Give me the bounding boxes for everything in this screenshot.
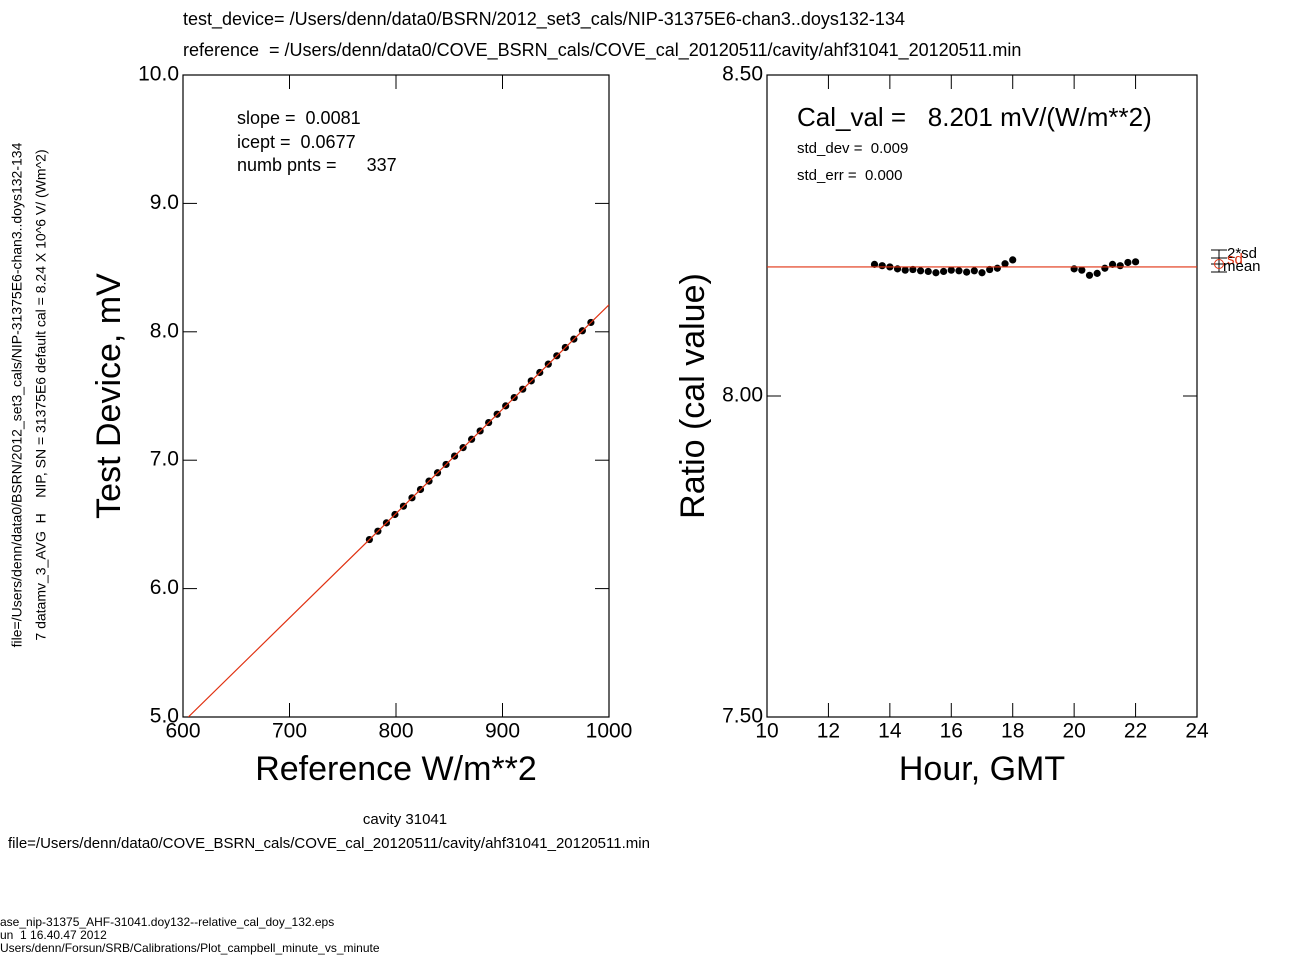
point — [932, 269, 940, 277]
point — [878, 262, 886, 270]
footer-line: un 1 16.40.47 2012 — [0, 928, 107, 942]
mean-glyph — [1214, 259, 1224, 269]
annotation: std_dev = 0.009 — [797, 140, 908, 157]
point — [1078, 266, 1086, 274]
annotation: std_err = 0.000 — [797, 167, 902, 184]
y-axis-title: Ratio (cal value) — [674, 273, 712, 519]
x-tick-label: 16 — [940, 720, 963, 743]
point — [1085, 271, 1094, 279]
marker-label: mean — [1223, 258, 1261, 275]
y-tick-label: 8.00 — [722, 384, 763, 407]
side-text: 7 datamv_3_AVG H NIP, SN = 31375E6 defau… — [33, 149, 49, 640]
plot-area — [767, 256, 1197, 279]
y-tick-label: 5.0 — [150, 705, 179, 728]
point — [1124, 258, 1132, 267]
point — [986, 265, 994, 274]
x-axis-title: Reference W/m**2 — [255, 750, 537, 788]
header-line: test_device= /Users/denn/data0/BSRN/2012… — [183, 9, 905, 30]
marker-label: sd — [1227, 251, 1243, 268]
y-tick-label: 10.0 — [138, 63, 179, 86]
point — [901, 266, 909, 274]
plot-area — [187, 304, 609, 717]
x-axis-title: Hour, GMT — [899, 750, 1065, 788]
point — [963, 268, 971, 276]
x-tick-label: 24 — [1185, 720, 1209, 743]
x-tick-label: 800 — [378, 720, 413, 743]
y-tick-label: 8.0 — [150, 319, 179, 342]
footer-file: file=/Users/denn/data0/COVE_BSRN_cals/CO… — [8, 835, 650, 852]
header-line: reference = /Users/denn/data0/COVE_BSRN_… — [183, 40, 1021, 61]
point — [1009, 256, 1017, 264]
x-tick-label: 600 — [165, 720, 200, 743]
point — [940, 267, 948, 276]
annotation: Cal_val = 8.201 mV/(W/m**2) — [797, 102, 1152, 132]
side-text: file=/Users/denn/data0/BSRN/2012_set3_ca… — [9, 142, 25, 647]
x-tick-label: 900 — [485, 720, 520, 743]
point — [1108, 260, 1117, 268]
point — [1116, 262, 1124, 270]
annotation: icept = 0.0677 — [237, 132, 356, 152]
point — [1001, 260, 1009, 268]
x-tick-label: 14 — [878, 720, 902, 743]
annotation: slope = 0.0081 — [237, 108, 361, 128]
point — [978, 269, 986, 277]
point — [1101, 264, 1109, 272]
footer-caption: cavity 31041 — [363, 811, 447, 828]
point — [924, 267, 932, 276]
x-tick-label: 18 — [1001, 720, 1024, 743]
x-tick-label: 12 — [817, 720, 840, 743]
y-axis-title: Test Device, mV — [90, 273, 128, 519]
y-tick-label: 8.50 — [722, 63, 763, 86]
footer-line: Users/denn/Forsun/SRB/Calibrations/Plot_… — [0, 941, 380, 955]
point — [870, 260, 879, 268]
sd-glyph — [1211, 249, 1227, 273]
point — [1093, 269, 1101, 277]
x-tick-label: 700 — [272, 720, 307, 743]
point — [955, 267, 963, 275]
x-tick-label: 22 — [1124, 720, 1147, 743]
fit-line — [187, 304, 609, 717]
marker-label: 2*sd — [1227, 245, 1257, 262]
x-tick-label: 20 — [1062, 720, 1085, 743]
annotation: numb pnts = 337 — [237, 155, 397, 175]
point — [909, 265, 917, 274]
point — [993, 264, 1001, 272]
y-tick-label: 7.50 — [722, 705, 763, 728]
point — [1131, 258, 1140, 266]
x-tick-label: 1000 — [586, 720, 633, 743]
point — [947, 266, 955, 274]
point — [916, 267, 925, 275]
y-tick-label: 7.0 — [150, 448, 179, 471]
y-tick-label: 6.0 — [150, 576, 179, 599]
footer-line: ase_nip-31375_AHF-31041.doy132--relative… — [0, 915, 334, 929]
point — [970, 267, 978, 275]
x-tick-label: 10 — [755, 720, 778, 743]
y-tick-label: 9.0 — [150, 191, 179, 214]
